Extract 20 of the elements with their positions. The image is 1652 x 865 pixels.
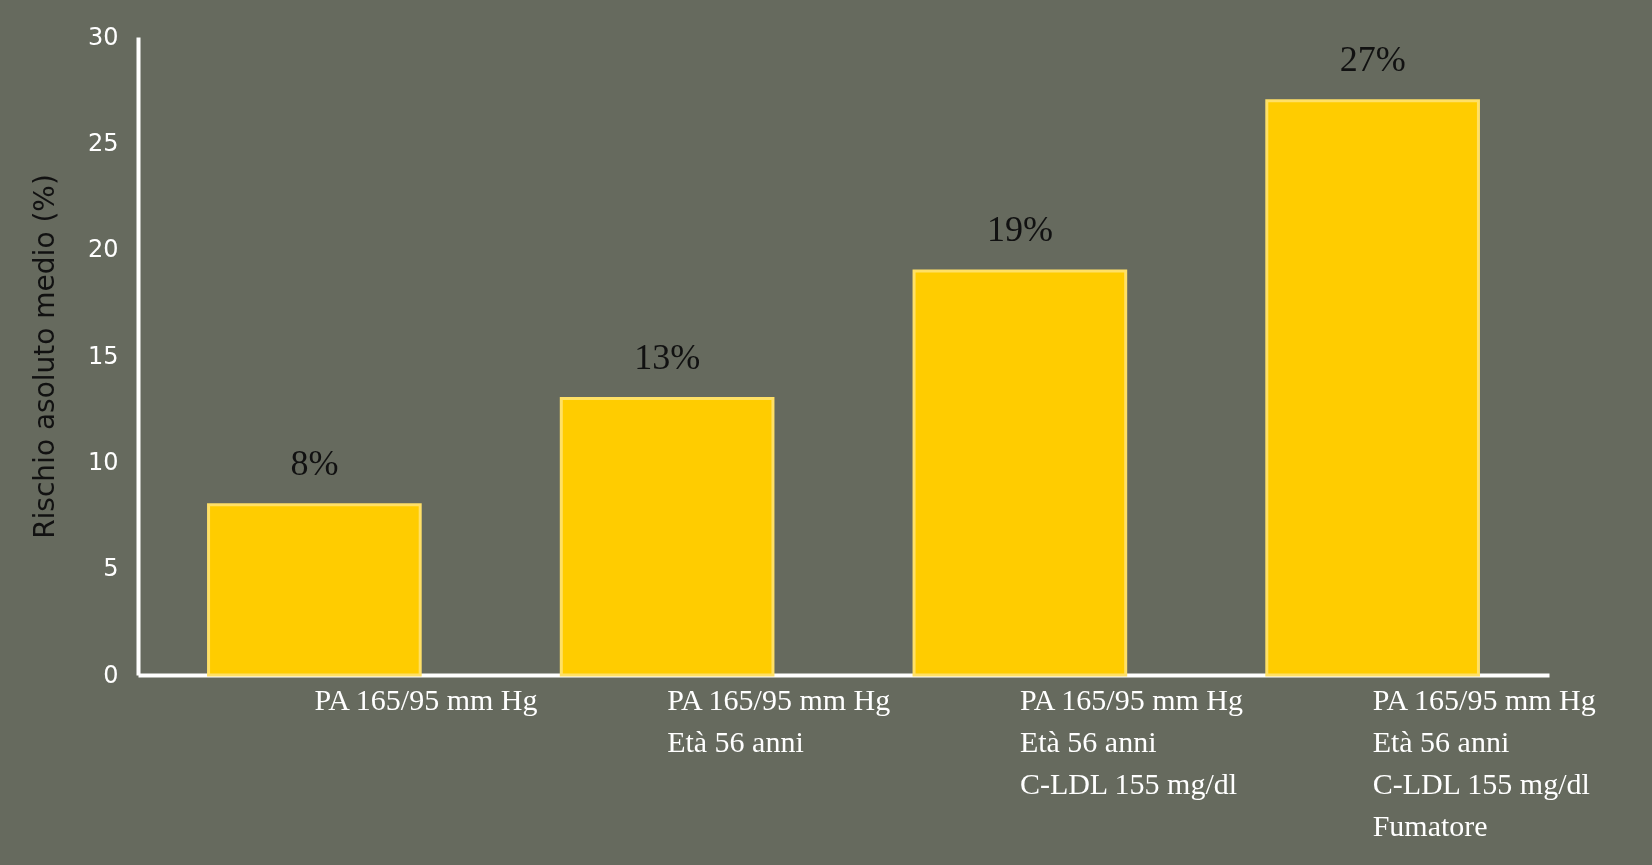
- bar: [912, 269, 1128, 677]
- data-label: 19%: [986, 208, 1053, 249]
- y-tick-label: 0: [103, 660, 119, 689]
- y-tick-label: 5: [103, 554, 119, 583]
- x-tick-label: PA 165/95 mm Hg Età 56 anni: [667, 682, 891, 758]
- y-tick-label: 25: [87, 128, 119, 157]
- y-tick-label: 15: [87, 341, 119, 370]
- y-tick-label: 20: [87, 235, 119, 264]
- bar: [207, 503, 422, 677]
- bar: [559, 397, 775, 677]
- x-tick-label: PA 165/95 mm Hg Età 56 anni C-LDL 155 mg/dl Fumatore: [1372, 682, 1596, 842]
- x-tick-label: PA 165/95 mm Hg: [314, 682, 538, 716]
- data-label: 8%: [290, 442, 339, 483]
- y-tick-label: 30: [87, 22, 119, 51]
- x-tick-label: PA 165/95 mm Hg Età 56 anni C-LDL 155 mg/dl: [1019, 682, 1243, 800]
- bar: [1265, 99, 1480, 677]
- data-label: 13%: [634, 336, 701, 377]
- y-tick-label: 10: [87, 447, 119, 476]
- y-axis-title: Rischio asoluto medio (%): [27, 174, 61, 539]
- data-label: 27%: [1339, 38, 1406, 79]
